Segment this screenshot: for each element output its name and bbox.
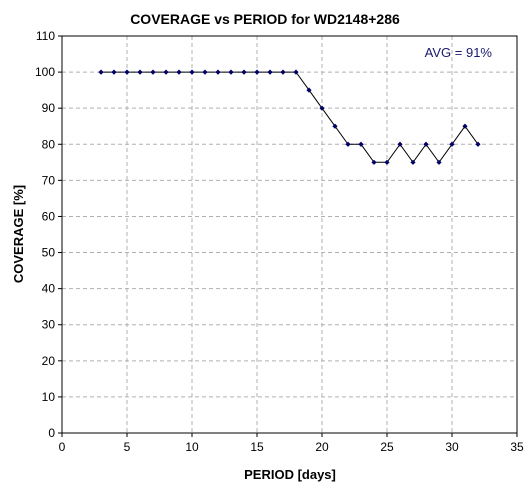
y-tick-label: 60 xyxy=(42,209,56,223)
data-point xyxy=(332,123,338,129)
y-tick-label: 40 xyxy=(42,282,56,296)
grid-lines xyxy=(62,36,517,433)
y-tick-label: 110 xyxy=(36,29,55,43)
data-point xyxy=(267,69,273,75)
data-point xyxy=(280,69,286,75)
x-tick-label: 10 xyxy=(185,440,199,454)
data-point xyxy=(150,69,156,75)
x-tick-label: 0 xyxy=(59,440,66,454)
data-point xyxy=(228,69,234,75)
data-point xyxy=(397,141,403,147)
data-point xyxy=(358,141,364,147)
x-tick-label: 25 xyxy=(380,440,394,454)
x-tick-labels: 0 5 10 15 20 25 30 35 xyxy=(59,440,524,454)
series-line xyxy=(101,71,479,164)
plot-frame xyxy=(61,35,518,434)
data-point xyxy=(319,105,325,111)
data-point xyxy=(137,69,143,75)
x-tick-label: 20 xyxy=(315,440,329,454)
data-point xyxy=(410,159,416,165)
data-point xyxy=(202,69,208,75)
data-point xyxy=(163,69,169,75)
data-point xyxy=(241,69,247,75)
y-tick-label: 80 xyxy=(42,137,56,151)
data-point xyxy=(111,69,117,75)
data-point xyxy=(449,141,455,147)
data-point xyxy=(293,69,299,75)
data-point xyxy=(254,69,260,75)
avg-annotation: AVG = 91% xyxy=(425,45,493,60)
data-point xyxy=(423,141,429,147)
data-point xyxy=(436,159,442,165)
data-point xyxy=(384,159,390,165)
data-point xyxy=(345,141,351,147)
x-tick-label: 30 xyxy=(445,440,459,454)
data-point xyxy=(124,69,130,75)
data-point xyxy=(215,69,221,75)
y-tick-label: 70 xyxy=(42,173,56,187)
data-point xyxy=(189,69,195,75)
x-tick-label: 15 xyxy=(250,440,264,454)
y-tick-labels: 0 10 20 30 40 50 60 70 80 90 100 110 xyxy=(35,29,55,440)
y-tick-label: 90 xyxy=(42,101,56,115)
data-point xyxy=(475,141,481,147)
x-axis-label: PERIOD [days] xyxy=(244,467,336,482)
y-tick-label: 30 xyxy=(42,318,56,332)
data-point xyxy=(176,69,182,75)
data-point xyxy=(98,69,104,75)
data-point xyxy=(306,87,312,93)
data-point xyxy=(462,123,468,129)
y-tick-label: 100 xyxy=(35,65,55,79)
x-tick-label: 35 xyxy=(510,440,524,454)
y-axis-label: COVERAGE [%] xyxy=(11,185,26,283)
data-point xyxy=(371,159,377,165)
data-points xyxy=(98,69,481,165)
axis-ticks xyxy=(58,35,518,437)
chart-title: COVERAGE vs PERIOD for WD2148+286 xyxy=(130,11,400,27)
x-tick-label: 5 xyxy=(124,440,131,454)
y-tick-label: 50 xyxy=(42,246,56,260)
y-tick-label: 0 xyxy=(48,426,55,440)
y-tick-label: 20 xyxy=(42,354,56,368)
y-tick-label: 10 xyxy=(42,390,56,404)
